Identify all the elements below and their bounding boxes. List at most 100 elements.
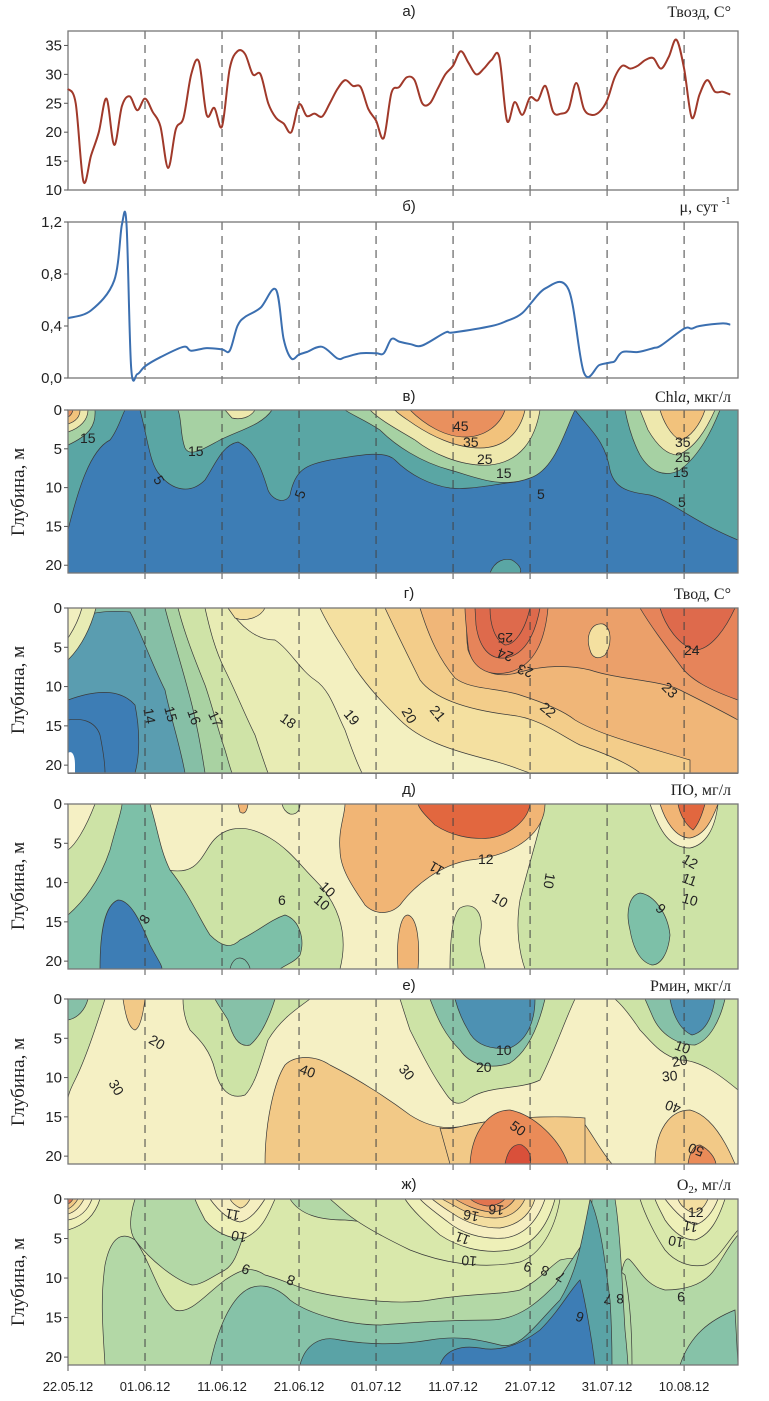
plot-frame	[67, 803, 739, 970]
y-tick-label: 10	[45, 1270, 62, 1287]
contour-label: 12	[688, 1204, 704, 1220]
contour-label: 15	[161, 704, 181, 723]
y-tick-label: 10	[45, 875, 62, 892]
panel-oxygen: ж) O2, мг/л	[8, 1176, 739, 1394]
axes-b: 0,0 0,4 0,8 1,2	[41, 214, 739, 387]
y-tick-label: 0	[54, 796, 62, 813]
y-axis-label-d: Глубина, м	[8, 646, 29, 734]
panel-title-b: μ, сут	[680, 199, 718, 216]
contour-label: 30	[661, 1067, 678, 1084]
y-tick-label: 25	[45, 95, 62, 112]
contour-label: 15	[188, 443, 204, 459]
panel-label-g: ж)	[401, 1176, 416, 1193]
po-band-12-center	[417, 803, 531, 839]
contour-label: 5	[537, 486, 545, 502]
axes-e: 0 5 10 15 20	[45, 796, 739, 975]
panel-title-e: ПО, мг/л	[671, 782, 731, 799]
plot-frame	[67, 1198, 739, 1366]
contour-label: 24	[684, 642, 700, 658]
twater-patch-cool-right	[588, 623, 611, 659]
panel-chlorophyll: в) Chla, мкг/л 15 15 5 5 45 35	[8, 388, 739, 579]
pmin-band-below-10-right	[669, 998, 716, 1036]
y-tick-label: 15	[45, 718, 62, 735]
x-tick-label: 01.06.12	[120, 1379, 171, 1394]
contour-label: 11	[224, 1206, 241, 1224]
y-tick-label: 30	[45, 66, 62, 83]
contour-label: 20	[146, 1031, 168, 1053]
contour-label: 10	[496, 1042, 512, 1058]
x-tick-label: 31.07.12	[582, 1379, 633, 1394]
x-tick-label: 01.07.12	[351, 1379, 402, 1394]
contour-label: 15	[496, 465, 512, 481]
title-g-sub: 2	[688, 1184, 694, 1196]
contour-label: 12	[478, 851, 494, 867]
contour-label: 35	[463, 434, 479, 450]
y-axis-label-c: Глубина, м	[8, 448, 29, 536]
po-band-12-right	[677, 803, 706, 831]
y-tick-label: 20	[45, 1148, 62, 1165]
y-tick-label: 0	[54, 402, 62, 419]
chla-band-45-center	[409, 409, 506, 438]
contour-label: 14	[140, 707, 158, 725]
axes-f: 0 5 10 15 20	[45, 991, 739, 1170]
x-tick-label: 11.06.12	[197, 1379, 247, 1394]
axes-g: 0 5 10 15 20	[45, 1191, 739, 1371]
o2-band-16-c	[468, 1198, 506, 1207]
contour-label: 25	[497, 630, 513, 646]
contour-label: 25	[477, 451, 493, 467]
pmin-band-40-right	[654, 1109, 736, 1165]
panel-label-a: а)	[402, 3, 415, 20]
panel-label-d: г)	[404, 585, 414, 602]
y-axis-label-f: Глубина, м	[8, 1038, 29, 1126]
y-tick-label: 15	[45, 1109, 62, 1126]
chla-patch-bottom	[489, 559, 522, 574]
x-tick-label: 22.05.12	[43, 1379, 94, 1394]
contour-fills-e	[68, 803, 738, 970]
title-c-italic: a	[678, 389, 686, 406]
contour-label: 50	[686, 1140, 706, 1160]
contour-fills-d	[68, 607, 738, 774]
contour-label: 45	[453, 418, 469, 434]
panel-label-c: в)	[403, 388, 416, 405]
title-c-rest: , мкг/л	[686, 389, 731, 406]
pmin-band-below-10-c	[454, 998, 536, 1049]
contour-labels-c: 15 15 5 5 45 35 25 15 5 35 25 15 5	[80, 418, 691, 510]
plot-frame	[67, 409, 739, 574]
y-axis-label-e: Глубина, м	[8, 842, 29, 930]
chla-band-35-right	[659, 409, 706, 441]
contour-label: 25	[675, 449, 691, 465]
po-band-9-10-lower	[449, 905, 486, 970]
contour-label: 24	[495, 645, 515, 665]
contour-label: 5	[678, 494, 686, 510]
panel-title-d: Твод, С°	[674, 586, 731, 603]
po-patch-orange-bottom	[397, 914, 420, 970]
pmin-band-20-30-b	[182, 998, 312, 1097]
contour-label: 10	[489, 889, 511, 911]
contour-label: 10	[460, 1252, 477, 1269]
o2-band-below-6	[439, 1279, 596, 1366]
plot-frame	[67, 998, 739, 1165]
contour-fills-c	[68, 409, 738, 574]
twater-band-24-right	[659, 607, 736, 651]
pmin-band-50-right	[687, 1144, 717, 1165]
y-tick-label: 20	[45, 557, 62, 574]
panel-title-c: Chla, мкг/л	[655, 389, 731, 406]
panel-growth-rate: б) μ, сут -1 0,0 0,4 0,8 1,2	[41, 196, 739, 387]
plot-frame	[67, 221, 739, 379]
contour-label: 10	[540, 872, 558, 890]
growth-rate-line	[67, 210, 731, 382]
y-tick-label: 10	[45, 679, 62, 696]
panel-title-b-sup: -1	[722, 196, 730, 207]
axes-d: 0 5 10 15 20	[45, 600, 739, 779]
contour-fills-g	[68, 1198, 738, 1366]
panel-title-b-main: μ, сут	[680, 199, 718, 216]
y-tick-label: 10	[45, 1070, 62, 1087]
twater-blank-corner	[68, 752, 75, 773]
contour-label: 17	[205, 708, 226, 729]
y-tick-label: 35	[45, 37, 62, 54]
contour-label: 10	[673, 1037, 693, 1057]
pmin-band-10-20-b	[214, 998, 276, 1046]
po-band-9-right	[627, 892, 671, 966]
contour-label: 20	[476, 1059, 492, 1075]
